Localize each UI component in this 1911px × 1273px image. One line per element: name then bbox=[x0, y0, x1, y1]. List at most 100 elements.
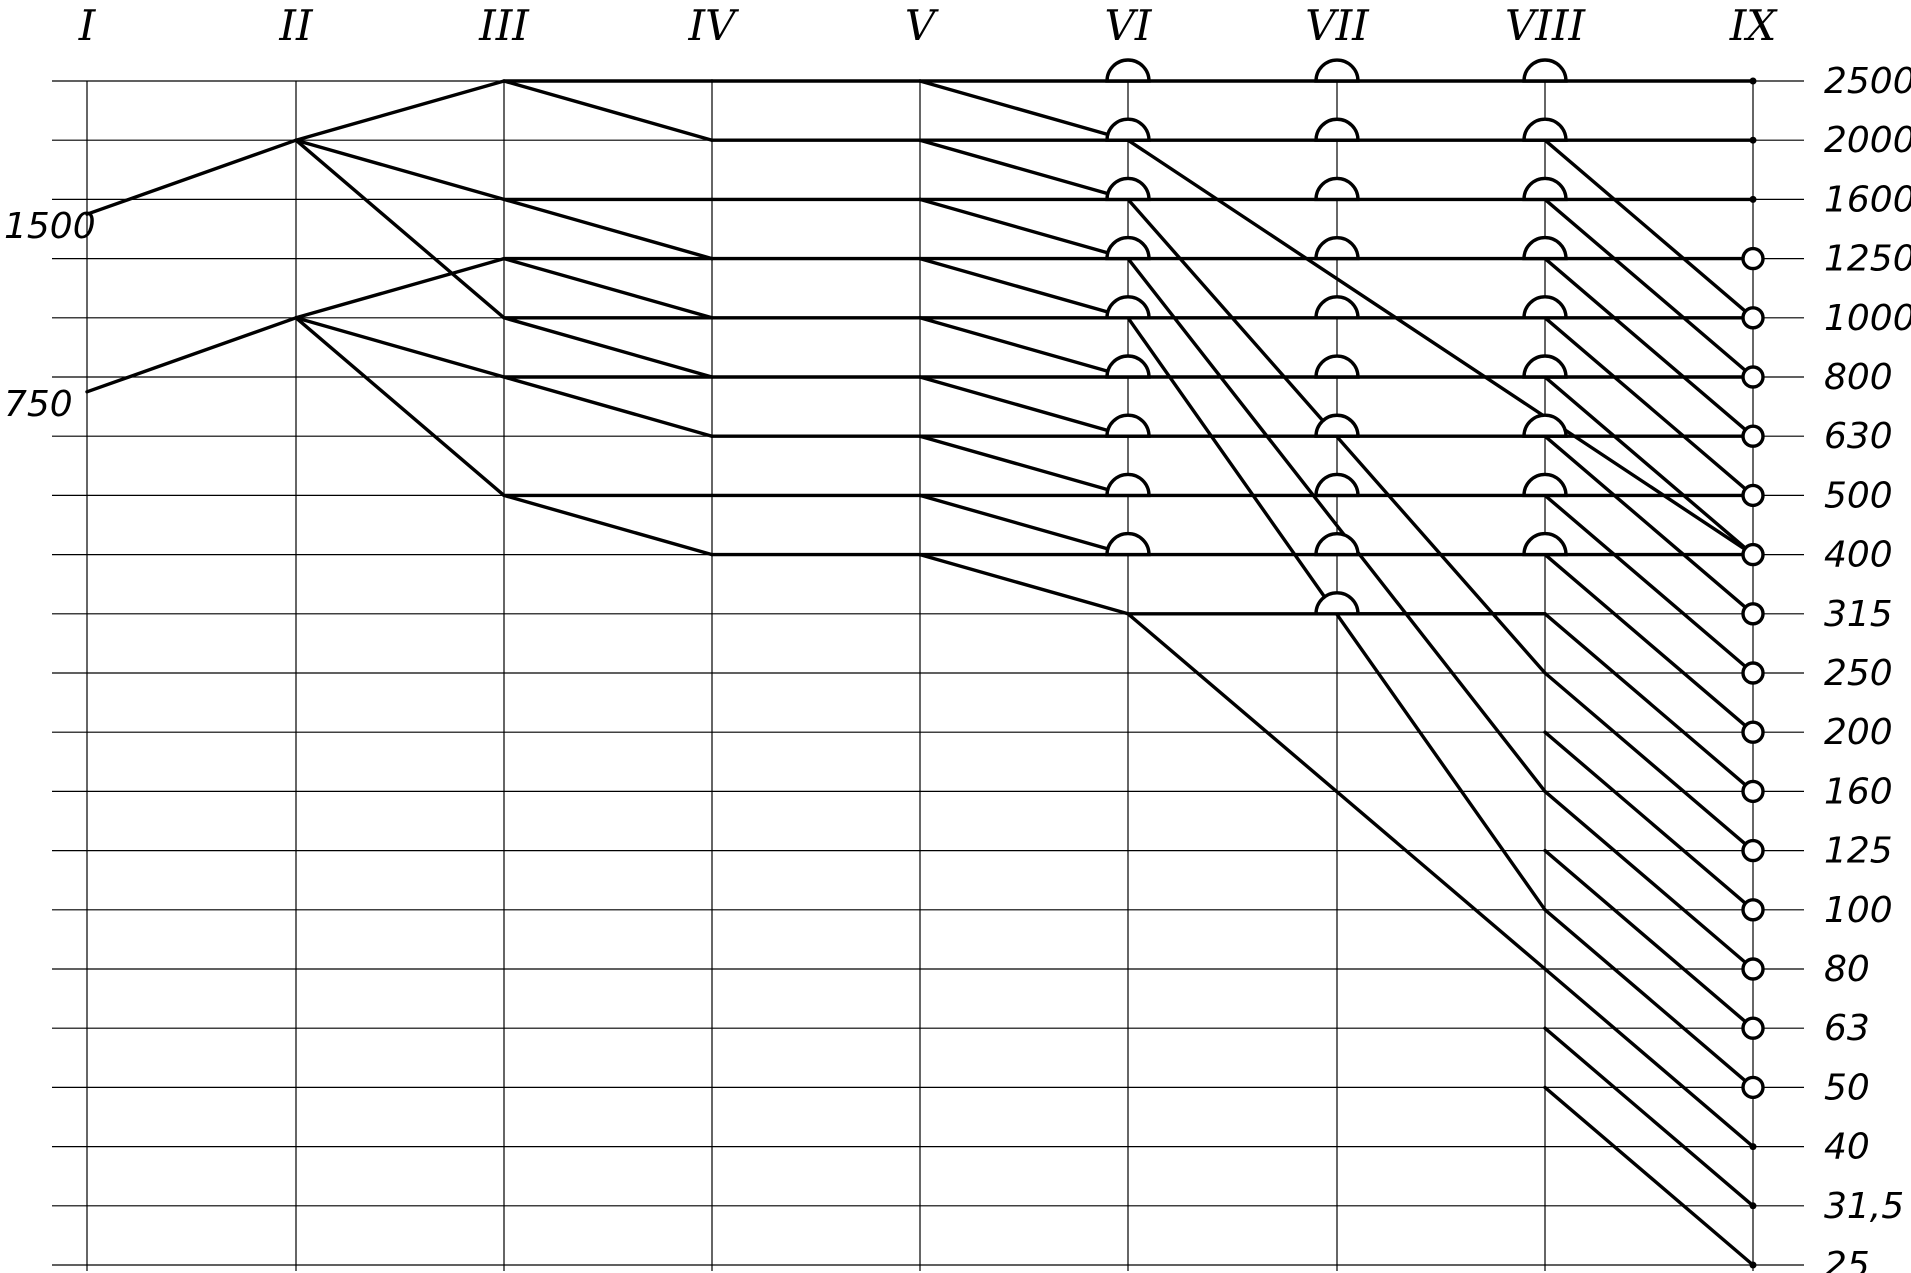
transmission-path bbox=[918, 79, 1130, 142]
speed-label: 31,5 bbox=[1824, 1186, 1904, 1227]
shaft-label: VI bbox=[1105, 1, 1153, 50]
transmission-path bbox=[294, 316, 506, 498]
shaft-label: II bbox=[278, 1, 314, 50]
input-speed-label: 1500 bbox=[4, 206, 96, 247]
transmission-path bbox=[502, 493, 714, 557]
transmission-path bbox=[1543, 256, 1755, 438]
crossing-bump bbox=[1314, 591, 1360, 616]
transmission-path bbox=[918, 375, 1130, 438]
input-speed-label: 750 bbox=[4, 384, 73, 425]
crossing-bump bbox=[1522, 354, 1568, 379]
transmission-path bbox=[1543, 908, 1755, 1090]
crossing-bump bbox=[1105, 354, 1151, 379]
crossing-bump bbox=[1105, 531, 1151, 557]
path-layer bbox=[85, 79, 1755, 1267]
crossing-bump bbox=[1105, 117, 1151, 142]
crossing-bump bbox=[1522, 413, 1568, 438]
speed-label: 80 bbox=[1824, 949, 1870, 990]
transmission-path bbox=[294, 138, 506, 202]
crossing-bump bbox=[1105, 176, 1151, 202]
transmission-path bbox=[1543, 848, 1755, 1030]
speed-label: 40 bbox=[1824, 1127, 1870, 1168]
output-dot-marker bbox=[1749, 77, 1757, 85]
crossing-bump bbox=[1522, 531, 1568, 557]
crossing-bump bbox=[1314, 235, 1360, 261]
speed-label: 63 bbox=[1824, 1008, 1870, 1049]
crossing-bump bbox=[1105, 472, 1151, 498]
crossing-bump bbox=[1522, 117, 1568, 142]
speed-label: 315 bbox=[1824, 594, 1893, 635]
crossing-bump bbox=[1314, 413, 1360, 438]
grid-layer bbox=[52, 80, 1804, 1271]
marker-layer bbox=[1105, 58, 1765, 1269]
crossing-bump bbox=[1314, 472, 1360, 498]
transmission-path bbox=[1543, 316, 1755, 498]
transmission-path bbox=[918, 552, 1130, 616]
speed-label: 25 bbox=[1824, 1245, 1870, 1273]
crossing-bump bbox=[1522, 235, 1568, 261]
output-ring-marker bbox=[1741, 246, 1765, 271]
speed-label: 2000 bbox=[1824, 120, 1911, 161]
output-ring-marker bbox=[1741, 661, 1765, 685]
transmission-path bbox=[1543, 197, 1755, 379]
transmission-path bbox=[294, 316, 506, 379]
shaft-label: VIII bbox=[1505, 1, 1587, 50]
transmission-path bbox=[1126, 256, 1547, 794]
output-ring-marker bbox=[1741, 779, 1765, 804]
transmission-path bbox=[1543, 967, 1755, 1149]
output-ring-marker bbox=[1741, 483, 1765, 508]
output-ring-marker bbox=[1741, 542, 1765, 567]
transmission-path bbox=[502, 316, 714, 379]
transmission-path bbox=[1543, 730, 1755, 912]
shaft-label: IX bbox=[1729, 1, 1779, 50]
crossing-bump bbox=[1105, 295, 1151, 320]
speed-label: 1000 bbox=[1824, 298, 1911, 339]
shaft-label: III bbox=[478, 1, 530, 50]
crossing-bump bbox=[1314, 354, 1360, 379]
crossing-bump bbox=[1522, 472, 1568, 498]
shaft-label: VII bbox=[1305, 1, 1370, 50]
speed-label: 1600 bbox=[1824, 179, 1911, 220]
transmission-path bbox=[1126, 138, 1755, 557]
speed-label: 400 bbox=[1824, 535, 1893, 576]
output-ring-marker bbox=[1741, 602, 1765, 626]
crossing-bump bbox=[1522, 176, 1568, 202]
transmission-path bbox=[1543, 671, 1755, 853]
transmission-path bbox=[918, 256, 1130, 320]
output-dot-marker bbox=[1749, 1261, 1757, 1269]
transmission-path bbox=[918, 138, 1130, 202]
transmission-path bbox=[1543, 375, 1755, 557]
transmission-path bbox=[294, 256, 506, 320]
label-layer: I II III IV V VI VII VIII IX25002000160012501000… bbox=[4, 1, 1911, 1273]
output-dot-marker bbox=[1749, 136, 1757, 144]
output-ring-marker bbox=[1741, 898, 1765, 922]
transmission-path bbox=[1543, 552, 1755, 734]
output-dot-marker bbox=[1749, 195, 1757, 203]
output-ring-marker bbox=[1741, 1075, 1765, 1100]
transmission-path bbox=[1126, 612, 1547, 971]
transmission-path bbox=[918, 316, 1130, 379]
transmission-path bbox=[502, 256, 714, 320]
shaft-label: V bbox=[905, 1, 939, 50]
speed-label: 160 bbox=[1824, 771, 1893, 812]
transmission-path bbox=[85, 138, 298, 216]
transmission-path bbox=[294, 79, 506, 142]
transmission-path bbox=[502, 375, 714, 438]
transmission-path bbox=[1543, 138, 1755, 320]
speed-label: 125 bbox=[1824, 831, 1893, 872]
shaft-label: I bbox=[78, 1, 97, 50]
transmission-path bbox=[1543, 789, 1755, 971]
output-ring-marker bbox=[1741, 365, 1765, 389]
crossing-bump bbox=[1522, 295, 1568, 320]
transmission-path bbox=[918, 493, 1130, 557]
output-ring-marker bbox=[1741, 838, 1765, 863]
crossing-bump bbox=[1314, 58, 1360, 83]
transmission-path bbox=[918, 197, 1130, 261]
transmission-path bbox=[1543, 434, 1755, 616]
transmission-path bbox=[85, 316, 298, 394]
transmission-path bbox=[918, 434, 1130, 498]
speed-label: 200 bbox=[1824, 712, 1893, 753]
crossing-bump bbox=[1105, 235, 1151, 261]
crossing-bump bbox=[1314, 176, 1360, 202]
